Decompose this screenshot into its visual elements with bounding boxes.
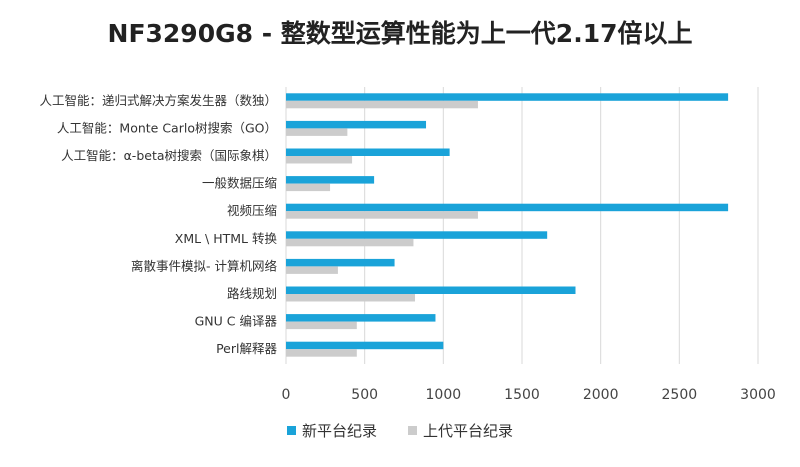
bar-new-platform bbox=[286, 231, 548, 239]
chart-title: NF3290G8 - 整数型运算性能为上一代2.17倍以上 bbox=[107, 19, 693, 48]
bar-new-platform bbox=[286, 176, 375, 184]
category-label: GNU C 编译器 bbox=[195, 314, 278, 329]
bar-new-platform bbox=[286, 314, 436, 322]
bar-new-platform bbox=[286, 286, 576, 294]
bar-previous-platform bbox=[286, 156, 353, 164]
x-tick-label: 2500 bbox=[662, 387, 698, 403]
x-tick-label: 2000 bbox=[583, 387, 619, 403]
x-tick-label: 3000 bbox=[740, 387, 776, 403]
legend-label: 上代平台纪录 bbox=[423, 422, 513, 440]
x-tick-label: 0 bbox=[282, 387, 291, 403]
category-label: 视频压缩 bbox=[227, 203, 277, 218]
bar-previous-platform bbox=[286, 294, 416, 302]
bar-new-platform bbox=[286, 341, 444, 350]
legend-swatch bbox=[287, 426, 296, 435]
legend-swatch bbox=[408, 426, 417, 435]
bar-previous-platform bbox=[286, 238, 414, 247]
bar-new-platform bbox=[286, 203, 729, 212]
x-tick-label: 1000 bbox=[426, 387, 462, 403]
category-label: 离散事件模拟- 计算机网络 bbox=[131, 258, 277, 273]
bar-previous-platform bbox=[286, 100, 478, 109]
category-label: 人工智能：递归式解决方案发生器（数独） bbox=[39, 93, 277, 108]
category-label: 人工智能：α-beta树搜索（国际象棋） bbox=[61, 148, 277, 163]
category-label: 路线规划 bbox=[227, 286, 277, 301]
bar-previous-platform bbox=[286, 211, 478, 219]
bar-new-platform bbox=[286, 120, 427, 129]
category-label: 人工智能：Monte Carlo树搜索（GO） bbox=[57, 120, 277, 135]
bar-previous-platform bbox=[286, 321, 357, 330]
bar-previous-platform bbox=[286, 128, 348, 136]
bar-previous-platform bbox=[286, 266, 338, 274]
x-tick-label: 500 bbox=[351, 387, 378, 403]
legend-label: 新平台纪录 bbox=[302, 422, 377, 440]
bar-previous-platform bbox=[286, 349, 357, 357]
bar-new-platform bbox=[286, 93, 729, 101]
bar-previous-platform bbox=[286, 183, 331, 192]
category-label: XML \ HTML 转换 bbox=[175, 231, 278, 246]
x-tick-label: 1500 bbox=[504, 387, 540, 403]
bar-new-platform bbox=[286, 148, 450, 156]
category-label: 一般数据压缩 bbox=[202, 176, 277, 191]
category-label: Perl解释器 bbox=[216, 341, 277, 356]
bar-new-platform bbox=[286, 258, 395, 267]
